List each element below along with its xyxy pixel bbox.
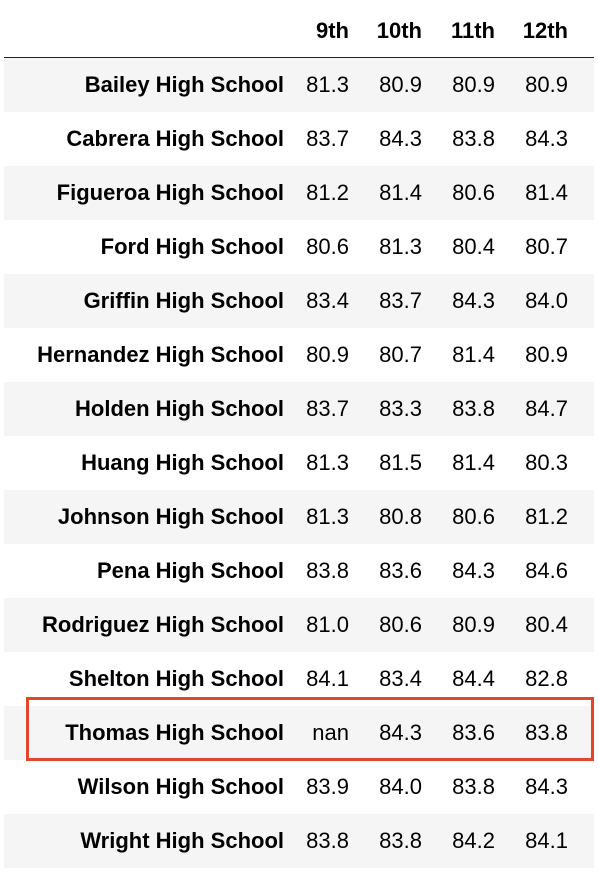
row-label: Pena High School bbox=[96, 558, 284, 583]
table-cell: 83.8 bbox=[306, 558, 349, 583]
column-header-10th: 10th bbox=[376, 17, 422, 43]
table-cell: 81.4 bbox=[525, 180, 568, 205]
table-row-highlighted: Thomas High School nan 84.3 83.6 83.8 bbox=[4, 706, 594, 760]
table-cell: nan bbox=[312, 720, 349, 745]
table-cell: 80.4 bbox=[525, 612, 568, 637]
table-row: Pena High School 83.8 83.6 84.3 84.6 bbox=[4, 544, 594, 598]
table-cell: 80.7 bbox=[525, 234, 568, 259]
table-cell: 83.8 bbox=[452, 126, 495, 151]
column-header-12th: 12th bbox=[522, 17, 568, 43]
table-cell: 80.9 bbox=[525, 72, 568, 97]
row-label: Hernandez High School bbox=[37, 342, 284, 367]
row-label: Ford High School bbox=[100, 234, 284, 259]
table-cell: 80.4 bbox=[452, 234, 495, 259]
row-label: Johnson High School bbox=[57, 504, 284, 529]
table-cell: 80.6 bbox=[452, 180, 495, 205]
table-cell: 84.4 bbox=[452, 666, 495, 691]
table-cell: 83.8 bbox=[379, 828, 422, 853]
table-cell: 84.1 bbox=[306, 666, 349, 691]
table-cell: 84.2 bbox=[452, 828, 495, 853]
table-cell: 80.8 bbox=[379, 504, 422, 529]
table-cell: 80.3 bbox=[525, 450, 568, 475]
table-cell: 83.8 bbox=[452, 396, 495, 421]
table-cell: 83.7 bbox=[306, 396, 349, 421]
table-cell: 83.8 bbox=[452, 774, 495, 799]
table-cell: 83.7 bbox=[306, 126, 349, 151]
table-row: Bailey High School 81.3 80.9 80.9 80.9 bbox=[4, 58, 594, 112]
table-cell: 82.8 bbox=[525, 666, 568, 691]
table-cell: 83.7 bbox=[379, 288, 422, 313]
row-label: Figueroa High School bbox=[56, 180, 284, 205]
table-cell: 84.3 bbox=[379, 126, 422, 151]
table-row: Ford High School 80.6 81.3 80.4 80.7 bbox=[4, 220, 594, 274]
table-cell: 80.9 bbox=[452, 72, 495, 97]
table-cell: 83.6 bbox=[379, 558, 422, 583]
table-cell: 81.5 bbox=[379, 450, 422, 475]
table-cell: 81.4 bbox=[379, 180, 422, 205]
table-cell: 81.3 bbox=[306, 450, 349, 475]
table-cell: 83.4 bbox=[379, 666, 422, 691]
table-row: Hernandez High School 80.9 80.7 81.4 80.… bbox=[4, 328, 594, 382]
table-cell: 80.9 bbox=[525, 342, 568, 367]
row-label: Griffin High School bbox=[83, 288, 284, 313]
table-cell: 81.2 bbox=[525, 504, 568, 529]
table-header-row: 9th 10th 11th 12th bbox=[4, 4, 594, 58]
table-cell: 84.3 bbox=[525, 774, 568, 799]
table-cell: 83.3 bbox=[379, 396, 422, 421]
table-row: Huang High School 81.3 81.5 81.4 80.3 bbox=[4, 436, 594, 490]
table-cell: 81.2 bbox=[306, 180, 349, 205]
table-row: Rodriguez High School 81.0 80.6 80.9 80.… bbox=[4, 598, 594, 652]
row-label: Wright High School bbox=[80, 828, 284, 853]
dataframe-table: 9th 10th 11th 12th Bailey High School 81… bbox=[4, 4, 594, 868]
table-cell: 83.8 bbox=[306, 828, 349, 853]
table-cell: 81.0 bbox=[306, 612, 349, 637]
row-label: Rodriguez High School bbox=[42, 612, 284, 637]
table-cell: 84.1 bbox=[525, 828, 568, 853]
table-cell: 84.3 bbox=[452, 558, 495, 583]
table-row: Wilson High School 83.9 84.0 83.8 84.3 bbox=[4, 760, 594, 814]
table-row: Figueroa High School 81.2 81.4 80.6 81.4 bbox=[4, 166, 594, 220]
table-cell: 80.6 bbox=[452, 504, 495, 529]
table-cell: 84.3 bbox=[525, 126, 568, 151]
column-header-9th: 9th bbox=[316, 17, 349, 43]
table-cell: 84.7 bbox=[525, 396, 568, 421]
table-cell: 84.0 bbox=[379, 774, 422, 799]
table-cell: 84.3 bbox=[379, 720, 422, 745]
row-label: Bailey High School bbox=[84, 72, 284, 97]
table-cell: 81.3 bbox=[306, 504, 349, 529]
table-cell: 81.4 bbox=[452, 342, 495, 367]
row-label: Wilson High School bbox=[77, 774, 284, 799]
table-cell: 80.6 bbox=[306, 234, 349, 259]
column-header-11th: 11th bbox=[450, 17, 495, 43]
table-cell: 84.6 bbox=[525, 558, 568, 583]
table-cell: 84.0 bbox=[525, 288, 568, 313]
table-row: Shelton High School 84.1 83.4 84.4 82.8 bbox=[4, 652, 594, 706]
row-label: Holden High School bbox=[75, 396, 284, 421]
table-cell: 81.3 bbox=[306, 72, 349, 97]
table-row: Cabrera High School 83.7 84.3 83.8 84.3 bbox=[4, 112, 594, 166]
table-cell: 83.8 bbox=[525, 720, 568, 745]
table-cell: 83.6 bbox=[452, 720, 495, 745]
table-cell: 80.9 bbox=[379, 72, 422, 97]
row-label: Huang High School bbox=[81, 450, 284, 475]
table-cell: 80.6 bbox=[379, 612, 422, 637]
table-row: Holden High School 83.7 83.3 83.8 84.7 bbox=[4, 382, 594, 436]
table-cell: 80.7 bbox=[379, 342, 422, 367]
table-row: Griffin High School 83.4 83.7 84.3 84.0 bbox=[4, 274, 594, 328]
table-cell: 80.9 bbox=[452, 612, 495, 637]
row-label: Cabrera High School bbox=[66, 126, 284, 151]
table-cell: 83.9 bbox=[306, 774, 349, 799]
table-cell: 81.4 bbox=[452, 450, 495, 475]
table-cell: 81.3 bbox=[379, 234, 422, 259]
table-cell: 80.9 bbox=[306, 342, 349, 367]
table-cell: 84.3 bbox=[452, 288, 495, 313]
row-label: Shelton High School bbox=[68, 666, 284, 691]
table-row: Johnson High School 81.3 80.8 80.6 81.2 bbox=[4, 490, 594, 544]
table-cell: 83.4 bbox=[306, 288, 349, 313]
row-label: Thomas High School bbox=[65, 720, 284, 745]
table-row: Wright High School 83.8 83.8 84.2 84.1 bbox=[4, 814, 594, 868]
